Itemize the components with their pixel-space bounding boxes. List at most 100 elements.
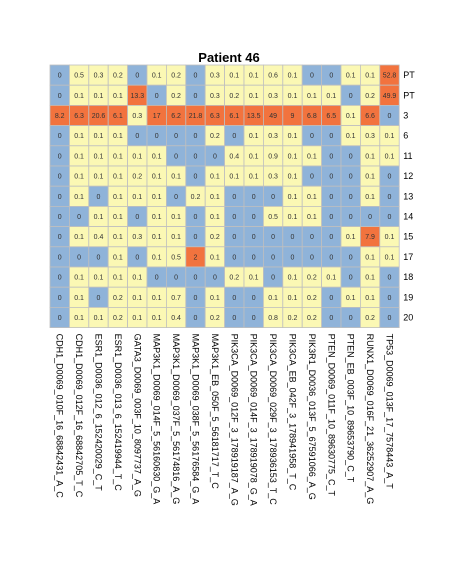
cell-value-label: 0.1	[152, 153, 162, 160]
cell-value-label: 0	[252, 315, 256, 322]
cell-value-label: 0	[194, 275, 198, 282]
column-label: ESR1_D0036_013_6_152419944_T_C	[113, 334, 123, 492]
cell-value-label: 0	[329, 73, 333, 80]
cell-value-label: 0.1	[385, 153, 395, 160]
cell-value-label: 0	[77, 254, 81, 261]
cell-value-label: 0	[174, 153, 178, 160]
cell-value-label: 0	[58, 93, 62, 100]
cell-value-label: 0	[213, 153, 217, 160]
cell-value-label: 0.7	[171, 295, 181, 302]
cell-value-label: 0.3	[268, 133, 278, 140]
cell-value-label: 20.6	[92, 113, 106, 120]
cell-value-label: 0	[155, 133, 159, 140]
cell-value-label: 0	[388, 275, 392, 282]
cell-value-label: 0	[271, 234, 275, 241]
column-label: MAP3K1_EB_050F_5_56181717_T_C	[210, 334, 220, 490]
cell-value-label: 0	[135, 133, 139, 140]
cell-value-label: 0	[329, 174, 333, 181]
cell-value-label: 0	[310, 234, 314, 241]
cell-value-label: 21.8	[189, 113, 203, 120]
cell-value-label: 0	[252, 214, 256, 221]
row-label: PT	[403, 70, 415, 80]
cell-value-label: 0	[58, 174, 62, 181]
cell-value-label: 0	[232, 133, 236, 140]
cell-value-label: 0.1	[249, 73, 259, 80]
cell-value-label: 0	[252, 194, 256, 201]
cell-value-label: 0.1	[210, 254, 220, 261]
cell-value-label: 0	[388, 194, 392, 201]
cell-value-label: 0	[349, 275, 353, 282]
cell-value-label: 0.1	[385, 234, 395, 241]
cell-value-label: 0.3	[268, 93, 278, 100]
cell-value-label: 0.1	[249, 133, 259, 140]
cell-value-label: 0	[194, 133, 198, 140]
cell-value-label: 0.2	[113, 295, 123, 302]
row-label: 13	[403, 191, 413, 201]
cell-value-label: 0	[58, 73, 62, 80]
cell-value-label: 0	[58, 214, 62, 221]
cell-value-label: 0.2	[210, 133, 220, 140]
cell-value-label: 0	[271, 194, 275, 201]
cell-value-label: 0	[58, 275, 62, 282]
cell-value-label: 0.1	[94, 174, 104, 181]
row-label: 11	[403, 151, 412, 161]
cell-value-label: 6.8	[307, 113, 317, 120]
cell-value-label: 0.1	[171, 214, 181, 221]
cell-value-label: 0.1	[288, 174, 298, 181]
cell-value-label: 0.1	[113, 254, 123, 261]
cell-value-label: 0	[349, 174, 353, 181]
cell-value-label: 0.2	[365, 93, 375, 100]
cell-value-label: 0.1	[307, 194, 317, 201]
cell-value-label: 0.1	[74, 133, 84, 140]
cell-value-label: 0	[388, 174, 392, 181]
cell-value-label: 0.1	[94, 315, 104, 322]
cell-value-label: 0.3	[210, 93, 220, 100]
cell-value-label: 0.8	[268, 315, 278, 322]
heatmap-cells: 0 0.5 0.3 0.2 0 0.1 0.2 0 0.3 0.1 0.1 0.6 0.1 0 0 0.1 0.…	[50, 65, 399, 328]
cell-value-label: 0	[174, 275, 178, 282]
column-label: MAP3K1_D0069_037F_5_56174816_A_G	[171, 334, 181, 505]
cell-value-label: 0	[58, 234, 62, 241]
cell-value-label: 0.1	[268, 295, 278, 302]
cell-value-label: 0.1	[288, 73, 298, 80]
cell-value-label: 0.1	[210, 214, 220, 221]
cell-value-label: 0.1	[113, 93, 123, 100]
column-label: PTEN_D0069_011F_10_89630775_C_T	[326, 334, 336, 497]
cell-value-label: 0	[194, 315, 198, 322]
cell-value-label: 0	[232, 234, 236, 241]
cell-value-label: 0.5	[171, 254, 181, 261]
cell-value-label: 0	[310, 133, 314, 140]
cell-value-label: 6.1	[113, 113, 123, 120]
cell-value-label: 0.2	[113, 73, 123, 80]
cell-value-label: 0	[271, 275, 275, 282]
cell-value-label: 0.1	[132, 194, 142, 201]
cell-value-label: 0.1	[326, 93, 336, 100]
cell-value-label: 0.1	[152, 315, 162, 322]
cell-value-label: 0.1	[326, 275, 336, 282]
cell-value-label: 0.1	[288, 93, 298, 100]
cell-value-label: 0.3	[268, 174, 278, 181]
cell-value-label: 0	[194, 153, 198, 160]
cell-value-label: 0	[194, 234, 198, 241]
cell-value-label: 0.4	[171, 315, 181, 322]
cell-value-label: 0.1	[346, 73, 356, 80]
cell-value-label: 0.5	[74, 73, 84, 80]
column-label: MAP3K1_D0069_038F_5_56176584_G_A	[191, 334, 201, 505]
cell-value-label: 0.1	[74, 295, 84, 302]
cell-value-label: 0.1	[113, 234, 123, 241]
cell-value-label: 0	[349, 254, 353, 261]
cell-value-label: 0.1	[152, 295, 162, 302]
cell-value-label: 0.3	[132, 113, 142, 120]
cell-value-label: 0	[58, 153, 62, 160]
cell-value-label: 0	[310, 254, 314, 261]
cell-value-label: 0.1	[365, 295, 375, 302]
cell-value-label: 52.8	[383, 73, 397, 80]
cell-value-label: 0.1	[288, 133, 298, 140]
cell-value-label: 0	[329, 295, 333, 302]
cell-value-label: 6.1	[229, 113, 239, 120]
cell-value-label: 6.3	[74, 113, 84, 120]
row-label: 14	[403, 212, 413, 222]
cell-value-label: 0.1	[152, 174, 162, 181]
cell-value-label: 0.1	[152, 194, 162, 201]
cell-value-label: 9	[291, 113, 295, 120]
